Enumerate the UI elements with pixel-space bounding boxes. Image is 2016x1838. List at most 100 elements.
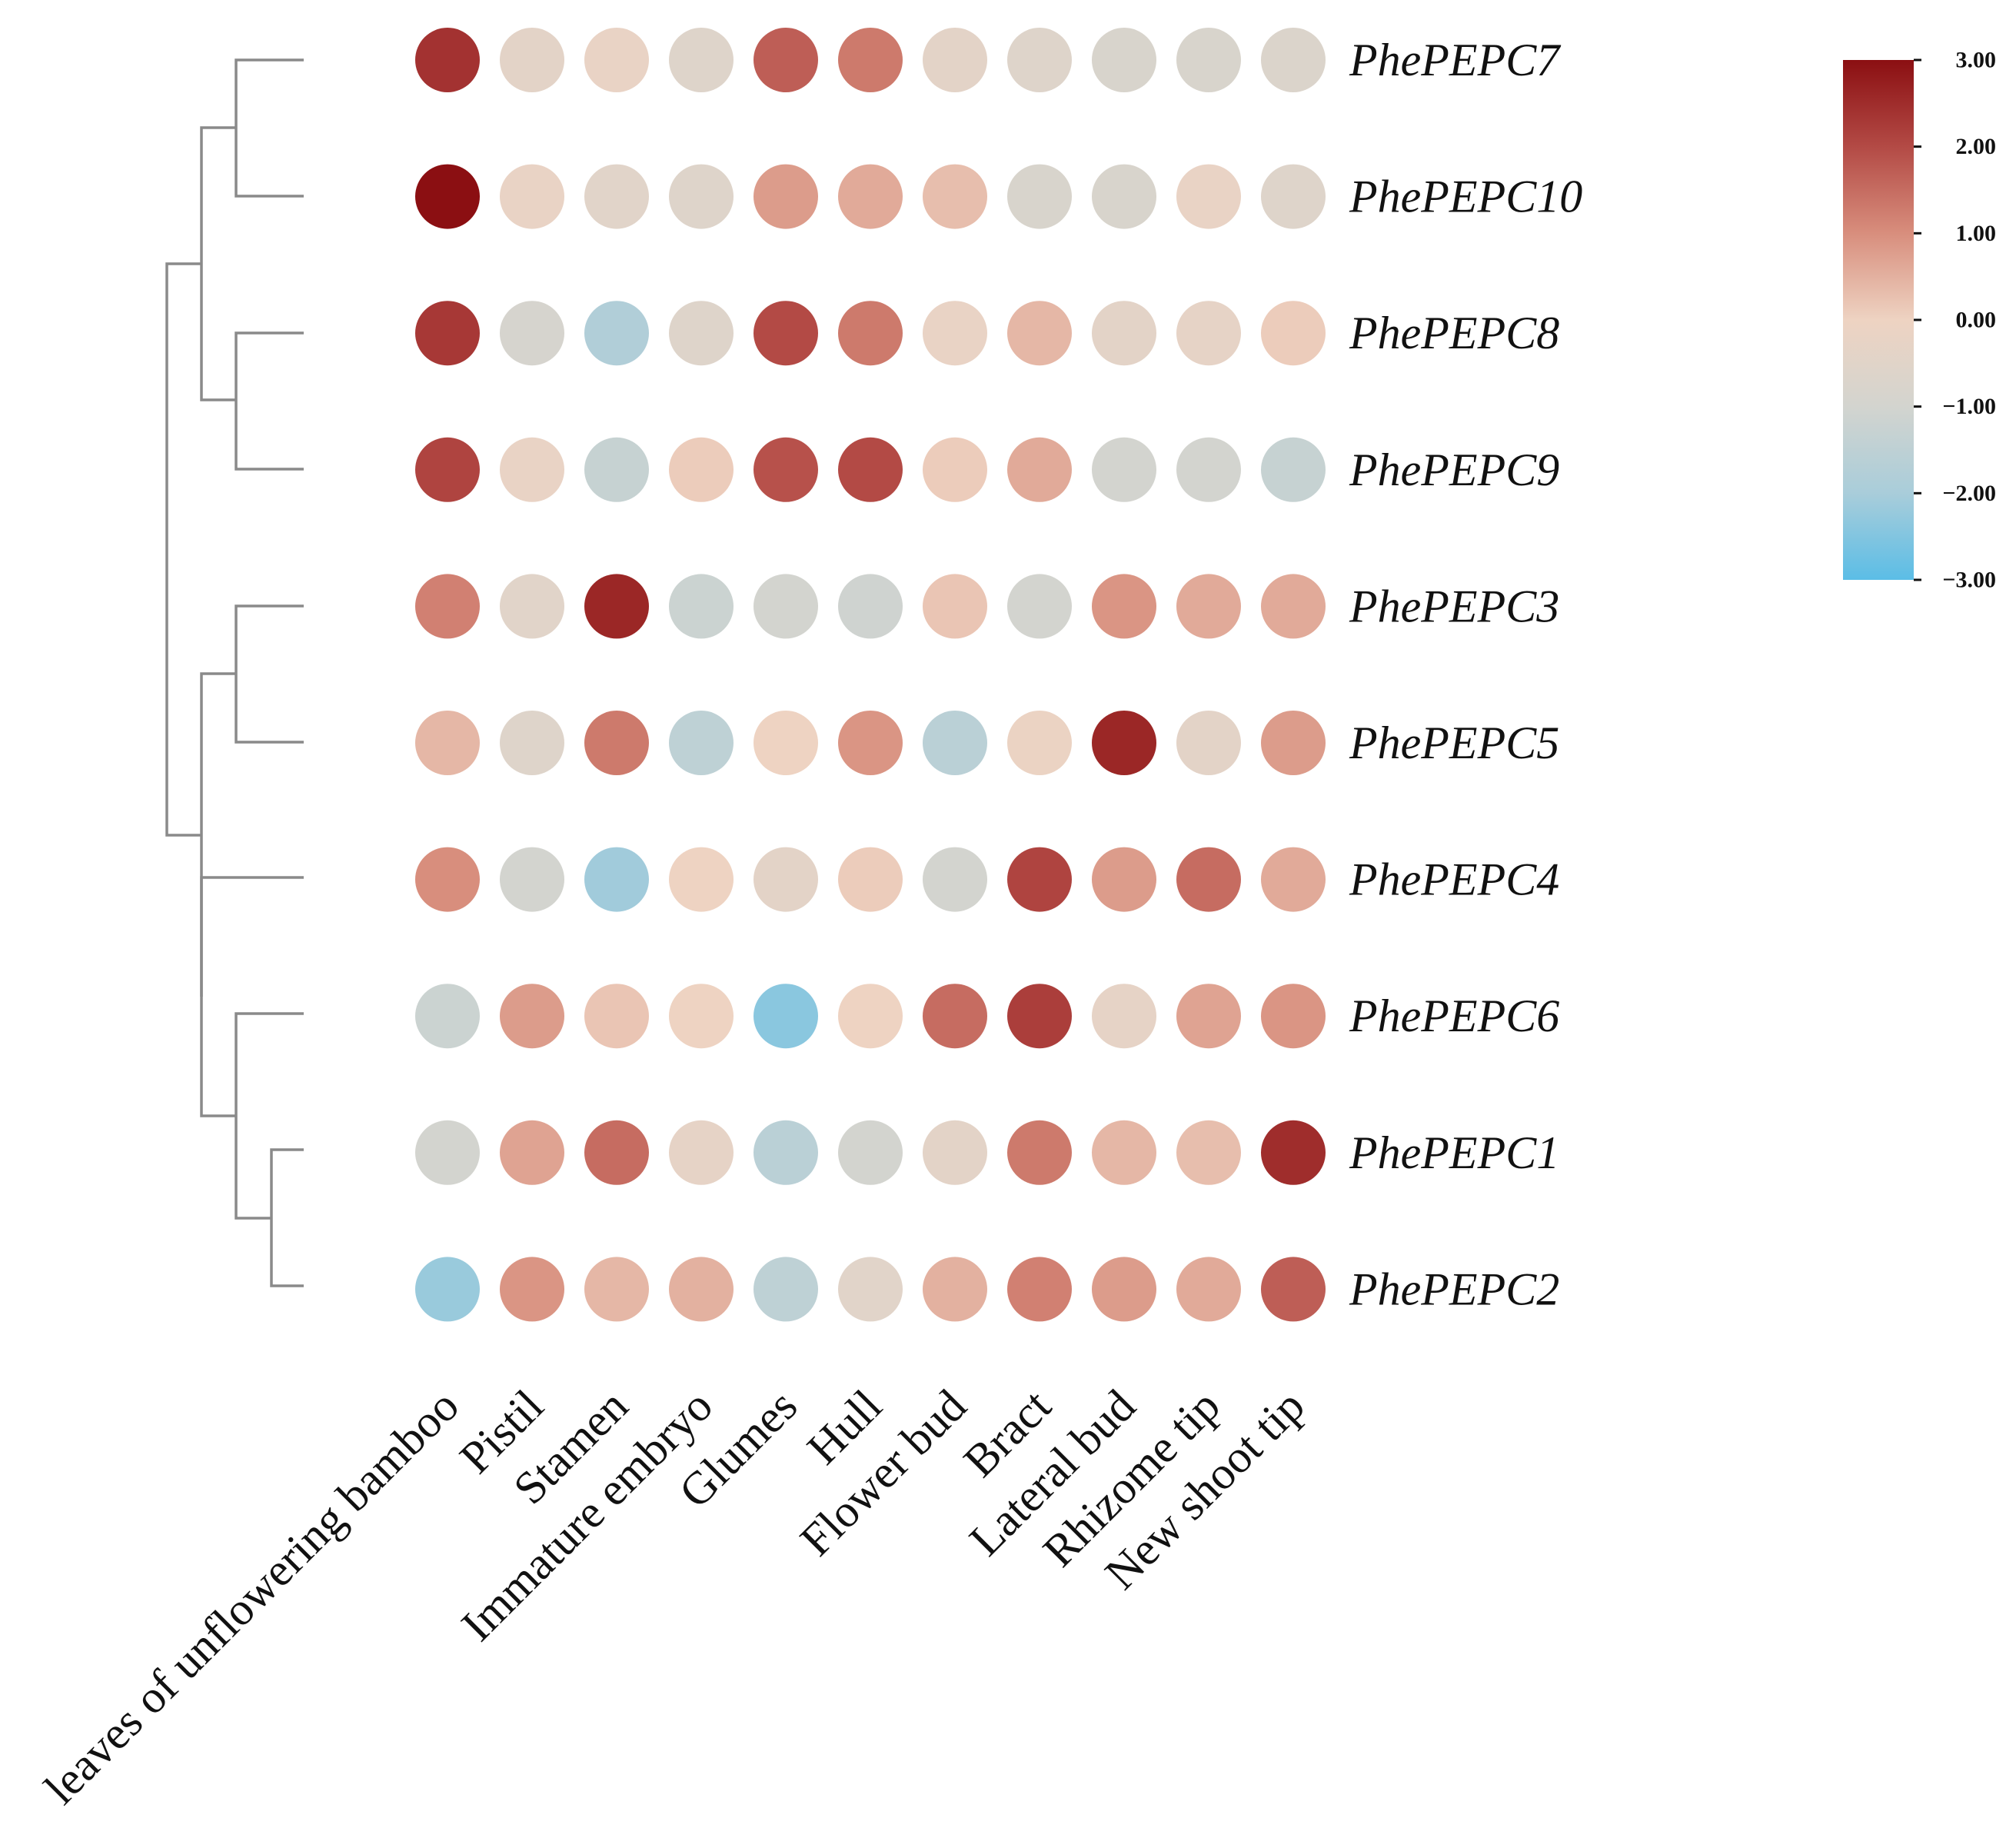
heatmap-cell — [584, 711, 649, 775]
colorbar-gradient — [1843, 60, 1914, 580]
heatmap-cell — [754, 28, 818, 92]
heatmap-cell — [838, 847, 903, 912]
heatmap-cell — [584, 847, 649, 912]
heatmap-cell — [754, 301, 818, 366]
heatmap-cell — [669, 1120, 734, 1185]
heatmap-cell — [1092, 1120, 1156, 1185]
heatmap-cell — [1007, 1257, 1072, 1322]
heatmap-cell — [669, 847, 734, 912]
heatmap-cell — [500, 711, 564, 775]
heatmap-cell — [1176, 574, 1241, 639]
heatmap-cell — [1092, 711, 1156, 775]
heatmap-cell — [923, 984, 987, 1049]
heatmap-cell — [669, 574, 734, 639]
colorbar-tick-label: 2.00 — [1956, 134, 1997, 159]
heatmap-cell — [1261, 847, 1326, 912]
heatmap-cell — [415, 301, 480, 366]
heatmap-cell — [754, 984, 818, 1049]
heatmap-cell — [1176, 984, 1241, 1049]
heatmap-cell — [1092, 574, 1156, 639]
heatmap-cell — [923, 437, 987, 502]
heatmap-cell — [754, 847, 818, 912]
heatmap-cells — [415, 28, 1326, 1322]
heatmap-cell — [500, 984, 564, 1049]
heatmap-cell — [1176, 28, 1241, 92]
heatmap-cell — [1176, 164, 1241, 229]
colorbar-tick-label: 0.00 — [1956, 308, 1997, 333]
heatmap-cell — [1176, 301, 1241, 366]
heatmap-cell — [754, 1257, 818, 1322]
heatmap-cell — [500, 1120, 564, 1185]
heatmap-cell — [1261, 301, 1326, 366]
row-dendrogram — [165, 58, 304, 1287]
heatmap-cell — [1092, 28, 1156, 92]
heatmap-cell — [584, 984, 649, 1049]
heatmap-cell — [754, 437, 818, 502]
heatmap-cell — [415, 164, 480, 229]
gene-label: PhePEPC8 — [1349, 308, 1559, 358]
heatmap-cell — [669, 437, 734, 502]
gene-label: PhePEPC6 — [1349, 991, 1559, 1041]
heatmap-cell — [669, 984, 734, 1049]
heatmap-cell — [415, 711, 480, 775]
colorbar-tick-label: −2.00 — [1942, 481, 1996, 506]
heatmap-cell — [1176, 437, 1241, 502]
heatmap-cell — [584, 437, 649, 502]
heatmap-cell — [838, 164, 903, 229]
heatmap-cell — [1261, 164, 1326, 229]
heatmap-cell — [838, 984, 903, 1049]
heatmap-cell — [1261, 574, 1326, 639]
heatmap-cell — [415, 28, 480, 92]
heatmap-cell — [1261, 984, 1326, 1049]
heatmap-cell — [500, 28, 564, 92]
heatmap-cell — [669, 301, 734, 366]
gene-labels: PhePEPC7 PhePEPC10 PhePEPC8 PhePEPC9 PhePEPC… — [1349, 35, 1582, 1314]
heatmap-cell — [1261, 437, 1326, 502]
heatmap-cell — [1007, 301, 1072, 366]
gene-label: PhePEPC9 — [1349, 445, 1559, 495]
heatmap-cell — [415, 984, 480, 1049]
heatmap-cell — [1007, 437, 1072, 502]
heatmap-cell — [1007, 984, 1072, 1049]
heatmap-cell — [923, 1257, 987, 1322]
heatmap-cell — [923, 1120, 987, 1185]
heatmap-cell — [584, 164, 649, 229]
heatmap-cell — [500, 437, 564, 502]
heatmap-cell — [1261, 711, 1326, 775]
heatmap-cell — [584, 574, 649, 639]
heatmap-cell — [1092, 164, 1156, 229]
heatmap-cell — [415, 574, 480, 639]
heatmap-cell — [1092, 437, 1156, 502]
heatmap-cell — [838, 574, 903, 639]
heatmap-cell — [1007, 28, 1072, 92]
heatmap-cell — [838, 711, 903, 775]
heatmap-cell — [923, 301, 987, 366]
heatmap-cell — [1092, 984, 1156, 1049]
heatmap-cell — [838, 1257, 903, 1322]
heatmap-cell — [1176, 847, 1241, 912]
heatmap-cell — [500, 301, 564, 366]
colorbar-tick-label: −3.00 — [1942, 568, 1996, 593]
heatmap-cell — [1176, 1257, 1241, 1322]
heatmap-cell — [923, 164, 987, 229]
colorbar-tick-label: 1.00 — [1956, 221, 1997, 246]
gene-label: PhePEPC5 — [1349, 718, 1559, 768]
heatmap-cell — [669, 711, 734, 775]
heatmap-cell — [669, 28, 734, 92]
heatmap-cell — [1261, 1257, 1326, 1322]
heatmap-cell — [754, 711, 818, 775]
heatmap-cell — [1007, 574, 1072, 639]
heatmap-cell — [923, 847, 987, 912]
heatmap-cell — [923, 711, 987, 775]
heatmap-cell — [754, 164, 818, 229]
heatmap-cell — [1092, 847, 1156, 912]
heatmap-cell — [584, 301, 649, 366]
heatmap-cell — [500, 574, 564, 639]
heatmap-cell — [1092, 301, 1156, 366]
heatmap-cell — [415, 1257, 480, 1322]
heatmap-cell — [669, 164, 734, 229]
colorbar-ticks: 3.00 2.00 1.00 0.00 −1.00 −2.00 −3.00 — [1914, 48, 1996, 593]
heatmap-cell — [584, 1120, 649, 1185]
heatmap-cell — [923, 574, 987, 639]
